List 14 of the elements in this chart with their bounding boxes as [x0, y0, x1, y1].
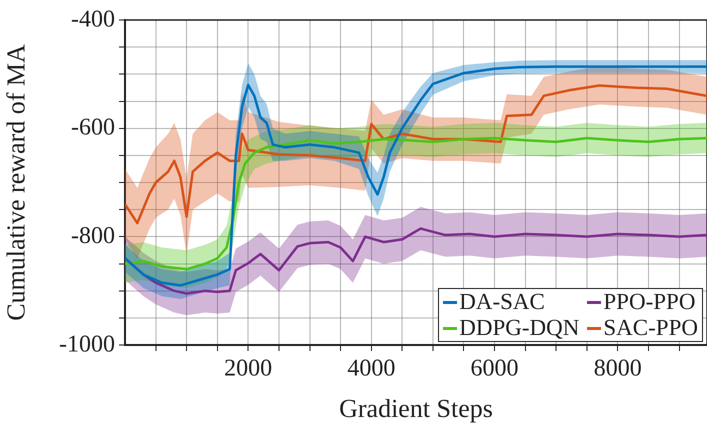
legend-label: DA-SAC: [459, 289, 545, 315]
y-tick-label: -400: [71, 6, 115, 32]
y-axis-title: Cumulative reward of MA: [1, 44, 30, 321]
x-tick-label: 2000: [224, 356, 272, 382]
x-tick-label: 4000: [347, 356, 396, 382]
y-tick-label: -800: [71, 222, 115, 249]
x-tick-label: 6000: [470, 356, 519, 382]
legend-label: DDPG-DQN: [459, 315, 580, 341]
y-tick-label: -600: [71, 114, 115, 141]
y-tick-label: -1000: [59, 331, 115, 358]
legend-label: SAC-PPO: [603, 315, 698, 341]
x-tick-label: 8000: [594, 356, 642, 382]
x-axis-title: Gradient Steps: [339, 394, 493, 424]
legend-label: PPO-PPO: [603, 289, 696, 315]
